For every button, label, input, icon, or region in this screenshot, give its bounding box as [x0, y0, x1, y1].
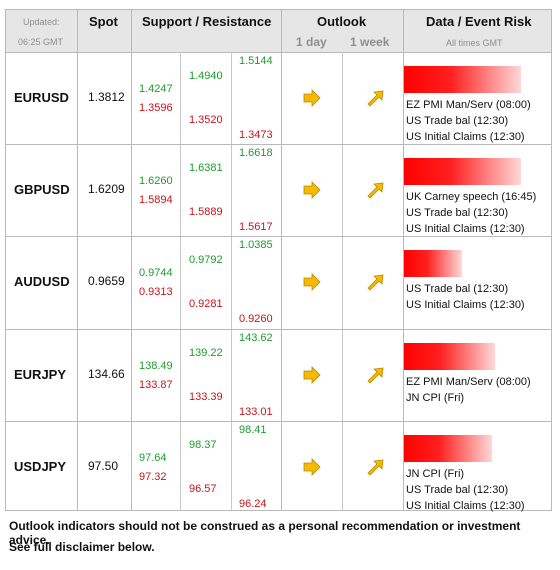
outlook-inner-divider [342, 52, 343, 510]
event-item: UK Carney speech (16:45) [406, 191, 537, 204]
resistance-level-1: 97.64 [139, 451, 167, 464]
row-divider [6, 236, 551, 238]
event-item: US Trade bal (12:30) [406, 207, 509, 220]
arrow-up-right-icon[interactable] [366, 180, 386, 200]
table-header: Updated: 06:25 GMT Spot Support / Resist… [6, 10, 551, 53]
event-risk-bar [404, 66, 521, 93]
arrow-up-right-icon[interactable] [366, 457, 386, 477]
table-row: EURJPY 134.66 138.49 133.87 139.22 133.39 143.… [6, 329, 551, 421]
row-divider [6, 420, 551, 422]
resistance-level-1: 1.6260 [139, 175, 173, 188]
updated-time: 06:25 GMT [18, 37, 64, 47]
arrow-up-right-icon[interactable] [366, 365, 386, 385]
event-item: US Initial Claims (12:30) [406, 223, 525, 236]
table-row: USDJPY 97.50 97.64 97.32 98.37 96.57 98.41 96.2… [6, 421, 551, 513]
support-level-2: 1.5889 [189, 206, 223, 219]
resistance-level-2: 0.9792 [189, 254, 223, 267]
currency-pair: EURJPY [14, 366, 67, 382]
arrow-right-icon[interactable] [302, 457, 322, 477]
column-divider [77, 10, 78, 510]
support-level-1: 1.3596 [139, 102, 173, 114]
event-item: US Trade bal (12:30) [406, 283, 509, 296]
support-resistance-header: Support / Resistance [142, 14, 272, 29]
resistance-level-3: 143.62 [239, 331, 273, 344]
column-divider [403, 10, 404, 510]
spot-header: Spot [89, 14, 118, 29]
event-item: EZ PMI Man/Serv (08:00) [406, 375, 531, 388]
support-level-2: 0.9281 [189, 298, 223, 311]
resistance-level-2: 1.4940 [189, 70, 223, 82]
support-level-2: 96.57 [189, 482, 217, 495]
event-item: US Trade bal (12:30) [406, 483, 509, 496]
fx-outlook-table: Updated: 06:25 GMT Spot Support / Resist… [5, 9, 552, 513]
resistance-level-2: 98.37 [189, 438, 217, 451]
table-row: AUDUSD 0.9659 0.9744 0.9313 0.9792 0.9281 1.03… [6, 236, 551, 328]
event-item: US Initial Claims (12:30) [406, 299, 525, 312]
disclaimer-line-2: See full disclaimer below. [9, 540, 155, 554]
resistance-level-3: 98.41 [239, 423, 267, 436]
event-item: JN CPI (Fri) [406, 391, 465, 404]
resistance-level-1: 0.9744 [139, 267, 173, 280]
currency-pair: AUDUSD [14, 274, 70, 290]
resistance-level-3: 1.5144 [239, 55, 273, 67]
support-level-3: 1.3473 [239, 129, 273, 141]
resistance-level-2: 1.6381 [189, 162, 223, 175]
event-item: US Trade bal (12:30) [406, 115, 509, 127]
support-level-1: 1.5894 [139, 194, 173, 207]
currency-pair: USDJPY [14, 458, 67, 474]
arrow-up-right-icon[interactable] [366, 272, 386, 292]
event-item: US Initial Claims (12:30) [406, 499, 525, 512]
outlook-1day-header: 1 day [296, 35, 327, 49]
support-level-1: 0.9313 [139, 286, 173, 299]
spot-rate: 1.6209 [88, 182, 125, 197]
support-level-3: 1.5617 [239, 221, 273, 234]
event-item: JN CPI (Fri) [406, 467, 465, 480]
event-risk-bar [404, 434, 492, 462]
resistance-level-1: 138.49 [139, 359, 173, 372]
outlook-header: Outlook [317, 14, 367, 29]
support-level-3: 133.01 [239, 405, 273, 418]
resistance-level-3: 1.6618 [239, 147, 273, 160]
updated-label: Updated: [23, 17, 60, 27]
support-level-3: 96.24 [239, 497, 267, 510]
event-risk-bar [404, 342, 495, 370]
sr-inner-divider [231, 52, 232, 510]
table-row: EURUSD 1.3812 1.4247 1.3596 1.4940 1.3520 1.51… [6, 52, 551, 144]
row-divider [6, 328, 551, 330]
sr-inner-divider [180, 52, 181, 510]
spot-rate: 0.9659 [88, 274, 125, 289]
arrow-right-icon[interactable] [302, 365, 322, 385]
support-level-2: 133.39 [189, 390, 223, 403]
support-level-3: 0.9260 [239, 313, 273, 326]
arrow-right-icon[interactable] [302, 88, 322, 108]
currency-pair: EURUSD [14, 90, 69, 105]
event-risk-bar [404, 250, 462, 278]
data-event-risk-header: Data / Event Risk [426, 14, 532, 29]
resistance-level-1: 1.4247 [139, 83, 173, 95]
all-times-gmt-label: All times GMT [446, 38, 503, 48]
arrow-right-icon[interactable] [302, 272, 322, 292]
event-item: US Initial Claims (12:30) [406, 131, 525, 143]
event-risk-bar [404, 158, 521, 186]
disclaimer-line-1: Outlook indicators should not be constru… [9, 519, 521, 547]
table-row: GBPUSD 1.6209 1.6260 1.5894 1.6381 1.5889 1.66… [6, 144, 551, 236]
spot-rate: 134.66 [88, 366, 125, 381]
column-divider [131, 10, 132, 510]
resistance-level-2: 139.22 [189, 346, 223, 359]
event-item: EZ PMI Man/Serv (08:00) [406, 99, 531, 111]
spot-rate: 1.3812 [88, 90, 125, 104]
arrow-up-right-icon[interactable] [366, 88, 386, 108]
arrow-right-icon[interactable] [302, 180, 322, 200]
row-divider [6, 144, 551, 146]
resistance-level-3: 1.0385 [239, 239, 273, 252]
support-level-1: 97.32 [139, 470, 167, 483]
currency-pair: GBPUSD [14, 182, 70, 198]
outlook-1week-header: 1 week [350, 35, 390, 49]
support-level-1: 133.87 [139, 378, 173, 391]
spot-rate: 97.50 [88, 458, 119, 473]
support-level-2: 1.3520 [189, 114, 223, 126]
column-divider [281, 10, 282, 510]
